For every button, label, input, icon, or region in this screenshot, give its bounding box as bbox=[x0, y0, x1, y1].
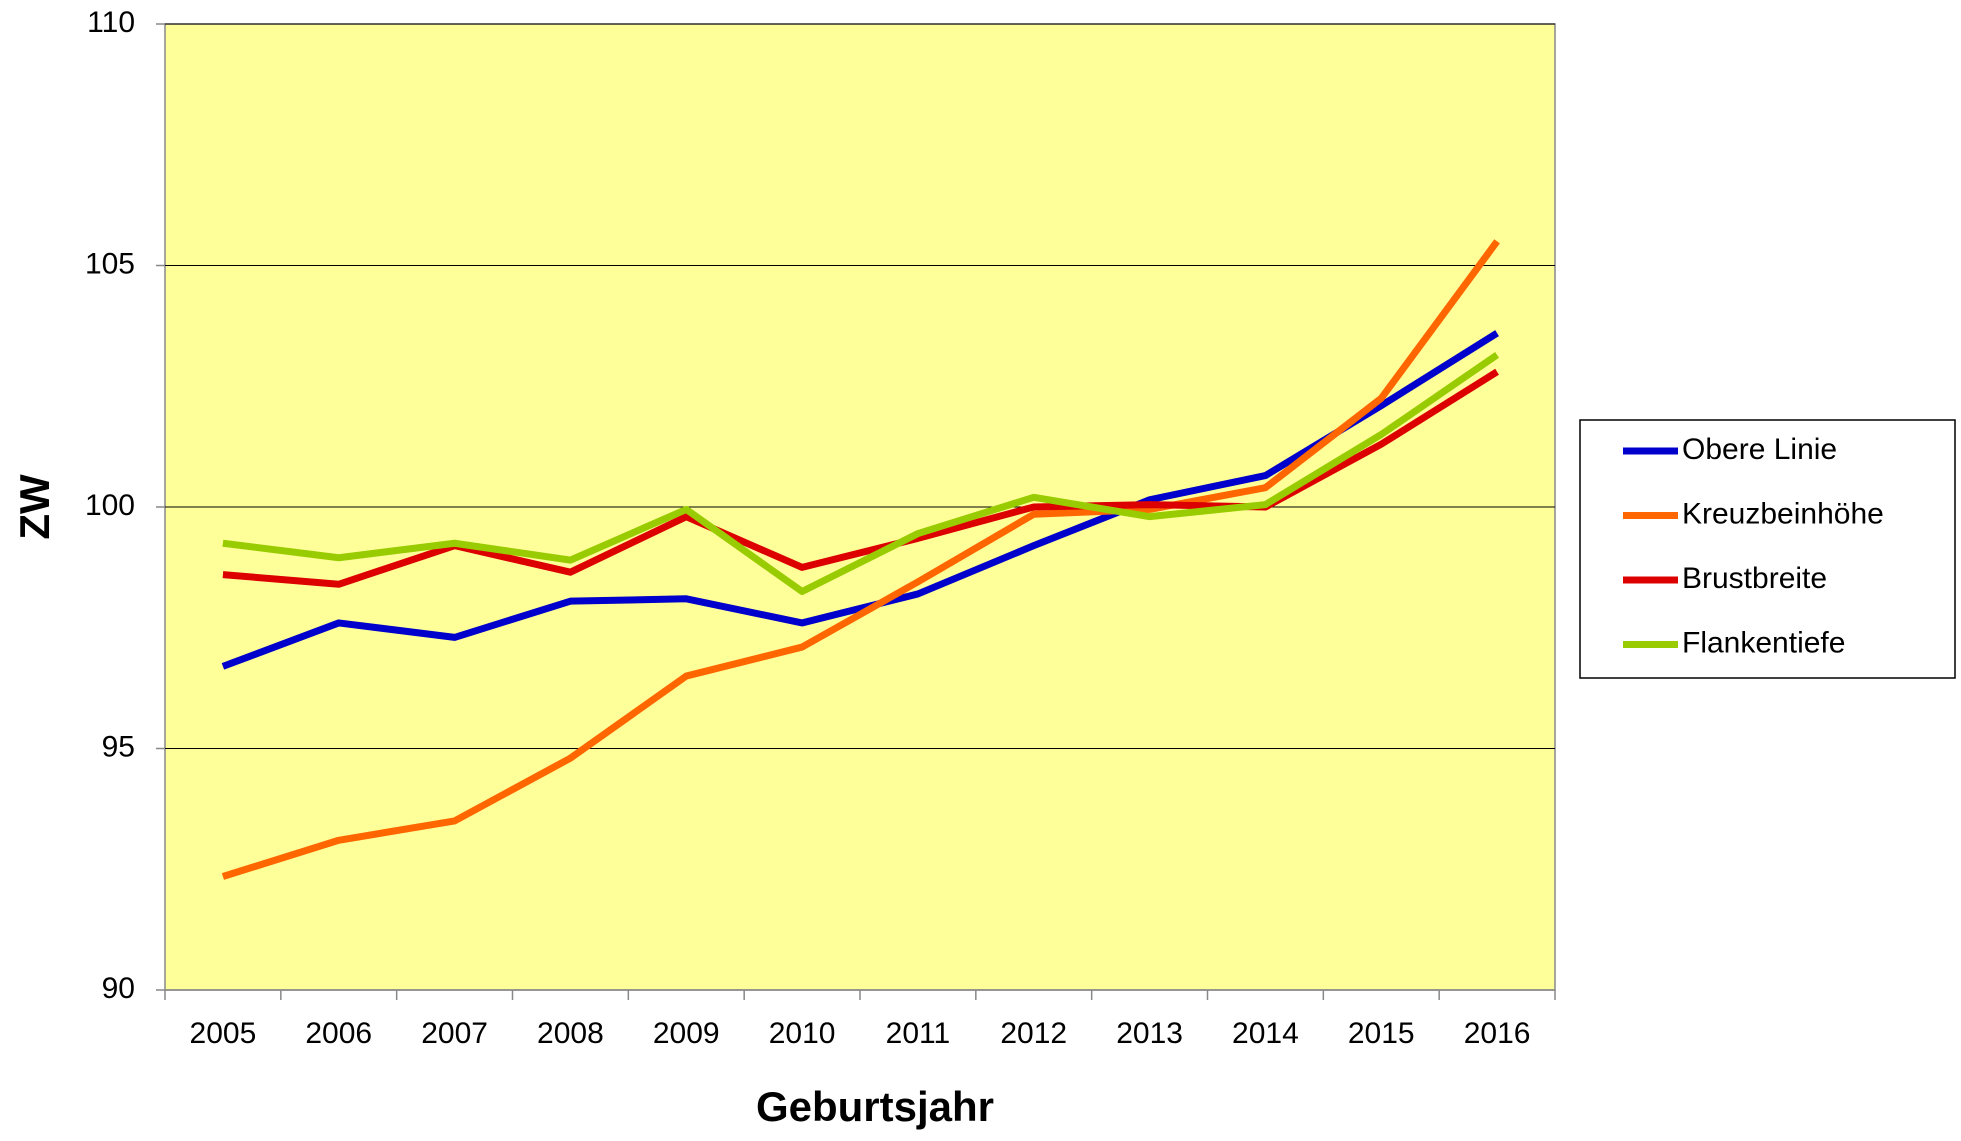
x-tick-label: 2015 bbox=[1348, 1017, 1415, 1050]
y-tick-label: 100 bbox=[85, 489, 135, 522]
series-line bbox=[221, 330, 1499, 670]
legend-label: Kreuzbeinhöhe bbox=[1682, 497, 1884, 530]
legend-box bbox=[1579, 419, 1956, 679]
x-tick-label: 2007 bbox=[421, 1017, 488, 1050]
y-tick-label: 95 bbox=[102, 730, 135, 763]
x-tick-label: 2016 bbox=[1464, 1017, 1531, 1050]
legend-label: Obere Linie bbox=[1682, 433, 1837, 466]
legend-label: Brustbreite bbox=[1682, 562, 1827, 595]
series-line bbox=[222, 351, 1500, 596]
x-tick-label: 2009 bbox=[653, 1017, 720, 1050]
x-tick-label: 2011 bbox=[886, 1017, 951, 1050]
x-axis-title: Geburtsjahr bbox=[756, 1083, 994, 1130]
x-tick-label: 2010 bbox=[769, 1017, 836, 1050]
x-tick-label: 2014 bbox=[1232, 1017, 1299, 1050]
x-tick-label: 2006 bbox=[305, 1017, 372, 1050]
x-tick-label: 2005 bbox=[190, 1017, 257, 1050]
series-line bbox=[221, 239, 1500, 880]
x-tick-label: 2013 bbox=[1116, 1017, 1183, 1050]
y-axis-title: ZW bbox=[11, 474, 58, 540]
y-tick-label: 110 bbox=[87, 6, 135, 39]
legend-label: Flankentiefe bbox=[1682, 626, 1845, 659]
x-tick-label: 2008 bbox=[537, 1017, 604, 1050]
y-tick-label: 90 bbox=[102, 972, 135, 1005]
y-tick-label: 105 bbox=[85, 247, 135, 280]
x-tick-label: 2012 bbox=[1000, 1017, 1067, 1050]
